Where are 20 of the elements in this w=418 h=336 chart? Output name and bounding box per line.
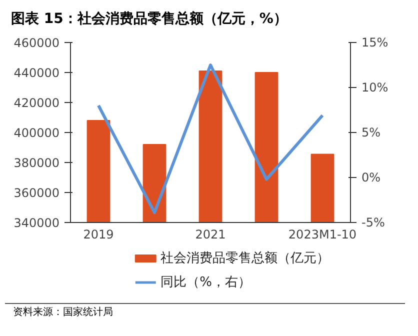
line-series	[97, 64, 324, 214]
chart-title: 图表 15：社会消费品零售总额（亿元，%）	[11, 10, 288, 29]
legend-label: 社会消费品零售总额（亿元）	[160, 251, 330, 266]
x-tick-label: 2021	[195, 228, 226, 242]
legend-label: 同比（%，右）	[160, 275, 252, 290]
y2-tick-label: 15%	[362, 36, 388, 50]
y2-tick-label: 10%	[362, 80, 388, 94]
text: 资料来源：国家统计局	[13, 306, 113, 320]
y2-tick-label: -5%	[362, 216, 385, 230]
y-tick-label: 420000	[14, 96, 60, 110]
y-tick-label: 380000	[14, 156, 60, 170]
y-tick-label: 360000	[14, 186, 60, 200]
y2-tick-label: 0%	[362, 170, 381, 184]
y2-tick-label: 5%	[362, 126, 381, 140]
y-tick-label: 460000	[14, 36, 60, 50]
y-tick-label: 400000	[14, 126, 60, 140]
y-tick-label: 340000	[14, 216, 60, 230]
x-tick-label: 2023M1-10	[288, 228, 357, 242]
x-tick-label: 2019	[83, 228, 114, 242]
y-tick-label: 440000	[14, 66, 60, 80]
